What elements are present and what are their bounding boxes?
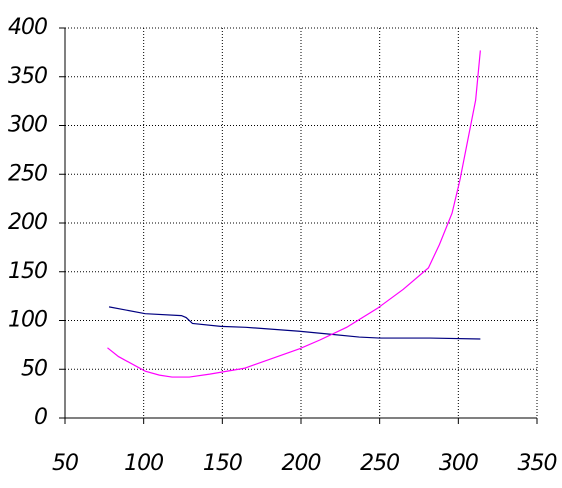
y-tick-label: 200 xyxy=(8,210,47,235)
y-tick-label: 250 xyxy=(8,161,47,186)
y-tick-label: 50 xyxy=(21,356,47,381)
x-tick-label: 150 xyxy=(203,451,242,476)
x-tick-label: 250 xyxy=(360,451,399,476)
y-tick-label: 300 xyxy=(8,113,47,138)
y-tick-label: 350 xyxy=(8,64,47,89)
y-tick-label: 150 xyxy=(8,259,47,284)
series-line xyxy=(107,50,481,378)
y-tick-label: 400 xyxy=(8,15,47,40)
y-tick-label: 100 xyxy=(8,308,47,333)
x-tick-label: 200 xyxy=(282,451,321,476)
x-tick-label: 350 xyxy=(518,451,557,476)
series-line xyxy=(108,306,481,340)
x-tick-label: 100 xyxy=(124,451,163,476)
y-tick-label: 0 xyxy=(34,405,47,430)
x-tick-label: 300 xyxy=(439,451,478,476)
x-tick-label: 50 xyxy=(52,451,78,476)
